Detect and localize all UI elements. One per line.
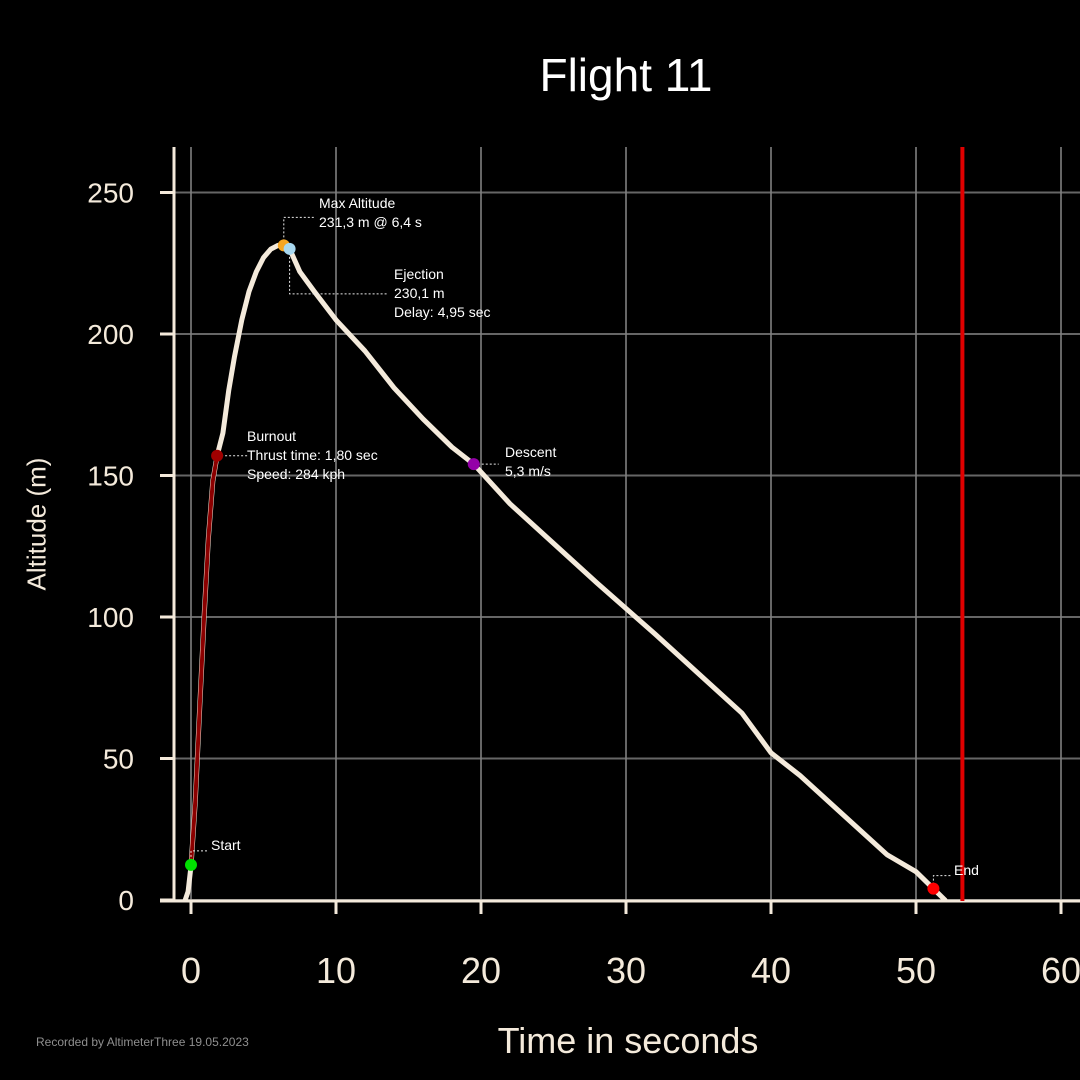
- burnout-label-0: Burnout: [247, 428, 296, 444]
- max-altitude-label-0: Max Altitude: [319, 195, 395, 211]
- x-tick-label-50: 50: [896, 950, 936, 991]
- grid: [174, 147, 1080, 901]
- y-tick-label-200: 200: [87, 319, 134, 350]
- ejection-label-0: Ejection: [394, 266, 444, 282]
- end-label-0: End: [954, 862, 979, 878]
- x-tick-label-60: 60: [1041, 950, 1080, 991]
- max-altitude-label-1: 231,3 m @ 6,4 s: [319, 214, 422, 230]
- x-tick-label-40: 40: [751, 950, 791, 991]
- max-altitude-leader: [283, 216, 315, 246]
- ejection-leader: [289, 248, 389, 295]
- y-tick-label-0: 0: [118, 885, 134, 916]
- series: [182, 147, 965, 903]
- x-tick-label-20: 20: [461, 950, 501, 991]
- descent-label-1: 5,3 m/s: [505, 463, 551, 479]
- y-tick-label-250: 250: [87, 178, 134, 209]
- y-axis-label: Altitude (m): [21, 457, 52, 591]
- start-label-0: Start: [211, 837, 241, 853]
- y-tick-label-100: 100: [87, 602, 134, 633]
- ejection-label-2: Delay: 4,95 sec: [394, 304, 491, 320]
- ejection-marker: [283, 242, 296, 255]
- altitude-curve: [182, 242, 948, 903]
- x-tick-label-10: 10: [316, 950, 356, 991]
- end-marker: [927, 882, 940, 895]
- x-axis-label: Time in seconds: [497, 1020, 759, 1061]
- annotations: Start Burnout Thrust time: 1,80 sec Speed: …: [185, 195, 979, 895]
- descent-marker: [467, 458, 480, 471]
- thrust-curve: [189, 453, 220, 868]
- tick-labels: 0 10 20 30 40 50 60 0 50 100 150 200 250: [87, 178, 1080, 992]
- x-tick-label-30: 30: [606, 950, 646, 991]
- burnout-marker: [211, 449, 224, 462]
- descent-label-0: Descent: [505, 444, 556, 460]
- y-tick-label-50: 50: [103, 744, 134, 775]
- burnout-label-1: Thrust time: 1,80 sec: [247, 447, 378, 463]
- ejection-label-1: 230,1 m: [394, 285, 445, 301]
- y-tick-label-150: 150: [87, 461, 134, 492]
- chart-title: Flight 11: [539, 49, 713, 101]
- start-marker: [185, 858, 197, 871]
- burnout-label-2: Speed: 284 kph: [247, 466, 345, 482]
- x-tick-label-0: 0: [181, 950, 201, 991]
- axes: [160, 147, 1080, 914]
- recording-footer: Recorded by AltimeterThree 19.05.2023: [36, 1035, 249, 1049]
